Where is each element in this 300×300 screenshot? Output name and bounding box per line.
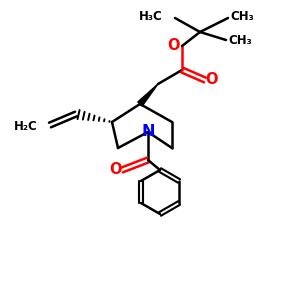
Text: O: O — [206, 73, 218, 88]
Text: H₂C: H₂C — [14, 119, 38, 133]
Text: O: O — [168, 38, 180, 52]
Text: CH₃: CH₃ — [230, 10, 254, 22]
Polygon shape — [138, 84, 158, 106]
Text: O: O — [109, 163, 121, 178]
Text: N: N — [141, 124, 155, 140]
Text: CH₃: CH₃ — [228, 34, 252, 46]
Text: H₃C: H₃C — [139, 10, 163, 22]
